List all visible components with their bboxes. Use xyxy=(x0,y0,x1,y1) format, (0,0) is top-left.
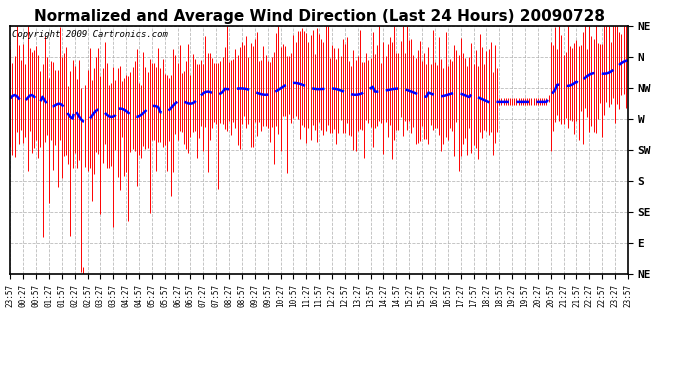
Text: Copyright 2009 Cartronics.com: Copyright 2009 Cartronics.com xyxy=(12,30,168,39)
Title: Normalized and Average Wind Direction (Last 24 Hours) 20090728: Normalized and Average Wind Direction (L… xyxy=(34,9,604,24)
